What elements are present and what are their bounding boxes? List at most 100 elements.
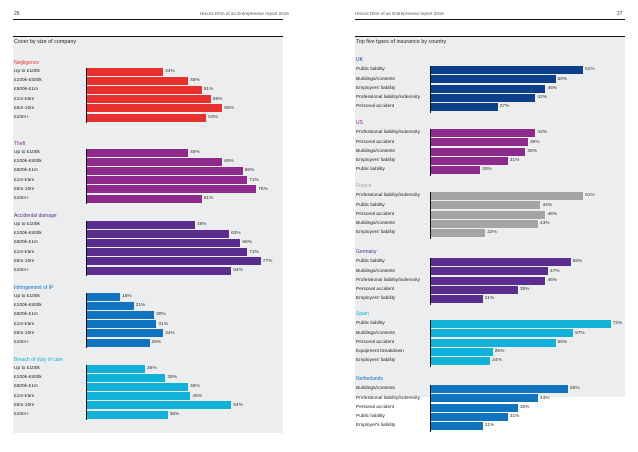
row-label: Employers' liability <box>356 85 396 91</box>
bar-uk-3 <box>430 93 536 102</box>
value-label: 47% <box>549 268 560 274</box>
group-label-spain: Spain <box>356 311 369 317</box>
bar-theft-1 <box>86 158 223 167</box>
value-label: 35% <box>519 404 530 410</box>
bar-uk-2 <box>430 84 546 93</box>
bar-negligence-0 <box>86 68 164 76</box>
value-label: 61% <box>585 193 595 199</box>
bar-infringement-of-ip-0 <box>86 293 121 301</box>
bar-france-1 <box>430 201 541 210</box>
row-label: Personal accident <box>356 211 395 217</box>
bar-theft-0 <box>86 149 189 157</box>
row-label: £10m+ <box>14 411 29 417</box>
value-label: 72% <box>612 321 623 327</box>
row-label: £10m+ <box>14 114 29 120</box>
axis-line <box>430 385 431 432</box>
row-label: £500k-£1m <box>14 168 38 174</box>
row-label: £5m-10m <box>14 258 35 264</box>
bar-theft-3 <box>86 176 248 185</box>
bar-accidental-damage-0 <box>86 221 195 229</box>
value-label: 24% <box>492 358 502 364</box>
row-label: £10m+ <box>14 195 29 201</box>
value-label: 21% <box>135 303 146 309</box>
bar-netherlands-3 <box>430 412 508 421</box>
bar-spain-4 <box>430 357 491 366</box>
row-label: Public liability <box>356 167 385 173</box>
bar-breach-of-duty-of-care-2 <box>86 383 189 392</box>
bar-germany-1 <box>430 267 548 276</box>
value-label: 56% <box>572 259 583 265</box>
bar-negligence-3 <box>86 95 211 104</box>
bar-netherlands-1 <box>430 394 538 403</box>
value-label: 31% <box>158 321 168 327</box>
bar-breach-of-duty-of-care-4 <box>86 401 232 410</box>
row-label: Professional liability/indemnity <box>356 395 420 401</box>
row-label: £100k-£500k <box>14 78 42 84</box>
value-label: 34% <box>165 69 175 75</box>
value-label: 25% <box>494 349 505 355</box>
right-page-number: 27 <box>617 11 623 17</box>
value-label: 46% <box>192 393 203 399</box>
bar-infringement-of-ip-4 <box>86 329 164 338</box>
row-label: £5m-10m <box>14 330 35 336</box>
bar-infringement-of-ip-5 <box>86 338 150 347</box>
bar-accidental-damage-3 <box>86 248 248 257</box>
bar-breach-of-duty-of-care-3 <box>86 392 191 401</box>
row-label: Employers' liability <box>356 158 396 164</box>
row-label: Buildings/contents <box>356 268 395 274</box>
bar-france-2 <box>430 210 546 219</box>
row-label: Employers' liability <box>356 296 396 302</box>
value-label: 45% <box>190 78 200 84</box>
value-label: 60% <box>224 159 234 165</box>
axis-line <box>86 149 87 204</box>
row-label: Buildings/contents <box>356 330 395 336</box>
value-label: 46% <box>547 85 558 91</box>
right-running-title: Hiscox DNA of an Entrepreneur report 201… <box>355 11 444 16</box>
value-label: 31% <box>509 414 520 420</box>
row-label: Personal accident <box>356 287 395 293</box>
row-label: £100k-£500k <box>14 159 42 165</box>
group-label-breach-of-duty-of-care: Breach of duty of care <box>14 357 63 363</box>
axis-line <box>430 129 431 176</box>
bar-spain-3 <box>430 347 493 356</box>
value-label: 31% <box>509 158 520 164</box>
bar-netherlands-4 <box>430 422 483 431</box>
axis-line <box>430 320 431 367</box>
value-label: 57% <box>575 330 585 336</box>
row-label: Personal accident <box>356 104 395 110</box>
value-label: 51% <box>203 195 214 201</box>
bar-us-2 <box>430 147 526 156</box>
row-label: Buildings/contents <box>356 148 395 154</box>
row-label: Up to £100k <box>14 366 40 372</box>
value-label: 36% <box>169 411 180 417</box>
value-label: 15% <box>122 294 132 300</box>
row-label: Employers' liability <box>356 230 396 236</box>
row-label: Up to £100k <box>14 294 40 300</box>
axis-line <box>86 221 87 276</box>
bar-us-1 <box>430 138 528 147</box>
left-page-number: 26 <box>14 11 20 17</box>
row-label: Employer's liability <box>356 423 396 429</box>
group-label-infringement-of-ip: Infringement of IP <box>14 285 54 291</box>
left-running-title: Hiscox DNA of an Entrepreneur report 201… <box>200 11 289 16</box>
bar-france-4 <box>430 229 486 238</box>
bar-accidental-damage-4 <box>86 257 261 266</box>
axis-line <box>430 258 431 305</box>
row-label: Up to £100k <box>14 150 40 156</box>
row-label: £500k-£1m <box>14 312 38 318</box>
value-label: 55% <box>212 96 223 102</box>
row-label: £1m-£5m <box>14 96 35 102</box>
axis-line <box>86 293 87 348</box>
bar-accidental-damage-5 <box>86 266 232 275</box>
value-label: 44% <box>542 202 553 208</box>
group-label-negligence: Negligence <box>14 60 40 66</box>
bar-germany-4 <box>430 295 483 304</box>
bar-negligence-2 <box>86 86 202 95</box>
bar-breach-of-duty-of-care-0 <box>86 365 146 373</box>
bar-accidental-damage-2 <box>86 239 241 248</box>
value-label: 21% <box>484 296 495 302</box>
value-label: 64% <box>233 267 243 273</box>
group-label-accidental-damage: Accidental damage <box>14 213 57 219</box>
group-label-theft: Theft <box>14 141 26 147</box>
left-panel-title: Cover by size of company <box>14 39 77 45</box>
